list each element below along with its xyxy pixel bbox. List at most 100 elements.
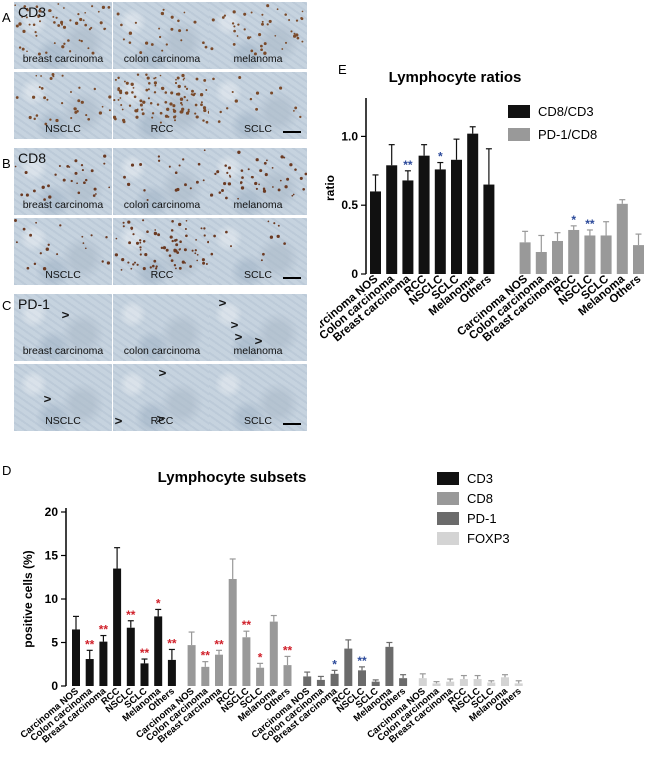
y-tick-label: 20: [45, 505, 59, 519]
stain-dot: [284, 41, 288, 44]
stain-dot: [38, 9, 42, 13]
stain-dot: [153, 81, 158, 85]
bar: [432, 683, 441, 686]
stain-dot: [76, 182, 78, 185]
stain-dot: [243, 28, 246, 31]
stain-dot: [210, 194, 212, 197]
stain-dot: [80, 39, 83, 43]
stain-dot: [182, 78, 185, 81]
stain-dot: [240, 169, 244, 172]
micrograph-c-6: SCLC: [209, 364, 307, 431]
stain-dot: [159, 111, 163, 115]
stain-dot: [293, 32, 296, 35]
bar: [330, 673, 339, 686]
y-tick-label: 1.0: [341, 129, 358, 143]
bar: [473, 679, 482, 686]
micrograph-b-5: RCC: [113, 218, 211, 285]
stain-dot: [223, 182, 227, 186]
bar: [514, 683, 523, 686]
stain-dot: [155, 265, 158, 268]
stain-dot: [22, 227, 26, 231]
bar: [418, 155, 430, 274]
stain-dot: [130, 163, 135, 167]
stain-dot: [139, 248, 142, 251]
stain-dot: [97, 10, 100, 13]
legend-label: PD-1: [467, 511, 497, 526]
stain-dot: [201, 258, 205, 262]
panel-a-letter: A: [2, 10, 11, 25]
stain-dot: [47, 243, 50, 246]
stain-dots: [212, 76, 302, 123]
bar: [600, 235, 612, 274]
stain-dot: [293, 110, 295, 112]
stain-dot: [173, 119, 177, 122]
stain-dot: [139, 253, 142, 256]
stain-dot: [174, 171, 178, 175]
stain-dot: [58, 164, 61, 168]
stain-dot: [229, 175, 232, 178]
stain-dot: [33, 117, 36, 121]
significance-marker: *: [332, 657, 337, 671]
micrograph-a-6: SCLC: [209, 72, 307, 139]
stain-dot: [34, 31, 37, 34]
arrowhead-marker: >: [43, 392, 52, 406]
stain-dot: [128, 31, 133, 35]
stain-dot: [90, 26, 93, 29]
micrograph-c-1: PD-1 breast carcinoma >: [14, 294, 112, 361]
micrograph-c-5: RCC > > >: [113, 364, 211, 431]
stain-dot: [142, 240, 146, 243]
tumor-type-label: colon carcinoma: [123, 53, 201, 65]
significance-marker: **: [126, 608, 136, 622]
stain-dot: [291, 194, 294, 197]
stain-dot: [77, 191, 81, 195]
bar: [418, 678, 427, 686]
stain-dot: [240, 186, 245, 190]
stain-dot: [259, 169, 263, 173]
stain-dot: [84, 247, 87, 250]
tumor-type-label: breast carcinoma: [22, 345, 104, 357]
stain-dot: [174, 81, 178, 85]
bar: [303, 676, 312, 686]
stain-dot: [80, 100, 84, 104]
stain-dot: [78, 86, 81, 89]
stain-dot: [99, 21, 103, 25]
stain-dot: [185, 29, 188, 32]
stain-dot: [103, 27, 106, 31]
stain-dot: [180, 39, 183, 42]
stain-dot: [43, 198, 46, 201]
stain-dot: [179, 240, 182, 243]
stain-dot: [178, 29, 182, 33]
stain-dot: [62, 25, 67, 29]
stain-dot: [280, 155, 284, 159]
stain-dot: [217, 120, 221, 123]
stain-dot: [156, 103, 160, 106]
stain-dot: [108, 109, 111, 112]
stain-dot: [270, 91, 274, 95]
stain-dot: [185, 219, 188, 222]
stain-dot: [90, 169, 94, 173]
micrograph-c-3: melanoma > > > >: [209, 294, 307, 361]
stain-dot: [146, 198, 149, 202]
tumor-type-label: melanoma: [233, 53, 283, 65]
stain-dot: [161, 49, 164, 52]
stain-dot: [121, 108, 124, 111]
stain-dot: [258, 183, 260, 186]
stain-dot: [211, 18, 215, 22]
stain-dot: [123, 80, 126, 83]
stain-dot: [219, 110, 222, 114]
scale-bar: [283, 131, 301, 133]
tumor-type-label: melanoma: [233, 345, 283, 357]
stain-dot: [73, 107, 77, 111]
stain-dot: [276, 8, 279, 11]
stain-dot: [93, 87, 97, 91]
stain-dot: [213, 234, 216, 238]
stain-dot: [203, 78, 207, 82]
bar: [434, 169, 446, 274]
stain-dot: [68, 50, 72, 53]
stain-dot: [141, 112, 145, 116]
stain-dot: [158, 27, 161, 30]
stain-dot: [28, 115, 32, 120]
stain-dot: [292, 193, 295, 196]
stain-dot: [46, 98, 49, 101]
stain-dot: [132, 233, 135, 236]
